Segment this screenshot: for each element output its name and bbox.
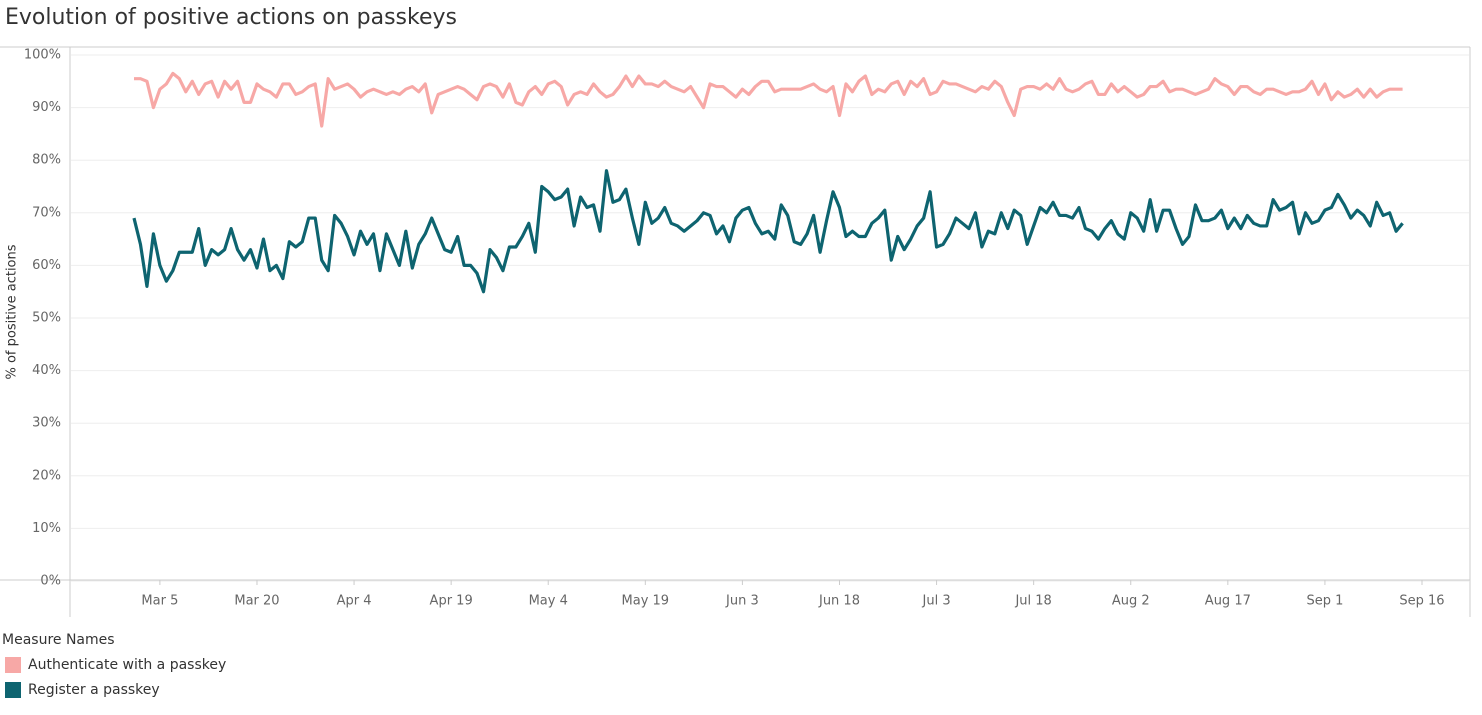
legend-swatch [5, 657, 21, 673]
y-tick-label: 40% [32, 363, 61, 378]
x-tick-label: Aug 2 [1112, 594, 1150, 609]
y-tick-label: 0% [40, 574, 61, 589]
legend-title: Measure Names [2, 632, 115, 648]
series-line [134, 71, 1403, 128]
x-tick-label: Mar 20 [234, 594, 279, 609]
x-tick-label: Jun 3 [725, 594, 759, 609]
chart-title: Evolution of positive actions on passkey… [5, 5, 457, 30]
series-line [132, 169, 1404, 294]
x-tick-label: Aug 17 [1205, 594, 1251, 609]
y-tick-label: 30% [32, 416, 61, 431]
x-tick-label: May 4 [529, 594, 568, 609]
y-tick-label: 100% [24, 48, 61, 63]
x-tick-label: Jul 3 [922, 594, 951, 609]
x-tick-label: May 19 [622, 594, 670, 609]
x-tick-label: Apr 19 [430, 594, 473, 609]
legend-label: Register a passkey [28, 682, 160, 698]
y-tick-label: 20% [32, 468, 61, 483]
y-tick-label: 80% [32, 153, 61, 168]
y-axis-title: % of positive actions [5, 244, 20, 379]
y-tick-label: 10% [32, 521, 61, 536]
x-tick-label: Sep 1 [1306, 594, 1343, 609]
x-tick-label: Jun 18 [818, 594, 860, 609]
x-tick-label: Mar 5 [141, 594, 178, 609]
legend-swatch [5, 682, 21, 698]
y-tick-label: 70% [32, 205, 61, 220]
y-tick-label: 60% [32, 258, 61, 273]
x-tick-label: Jul 18 [1014, 594, 1051, 609]
y-tick-label: 90% [32, 100, 61, 115]
legend-label: Authenticate with a passkey [28, 657, 226, 673]
x-tick-label: Apr 4 [337, 594, 372, 609]
y-tick-label: 50% [32, 311, 61, 326]
x-tick-label: Sep 16 [1399, 594, 1444, 609]
